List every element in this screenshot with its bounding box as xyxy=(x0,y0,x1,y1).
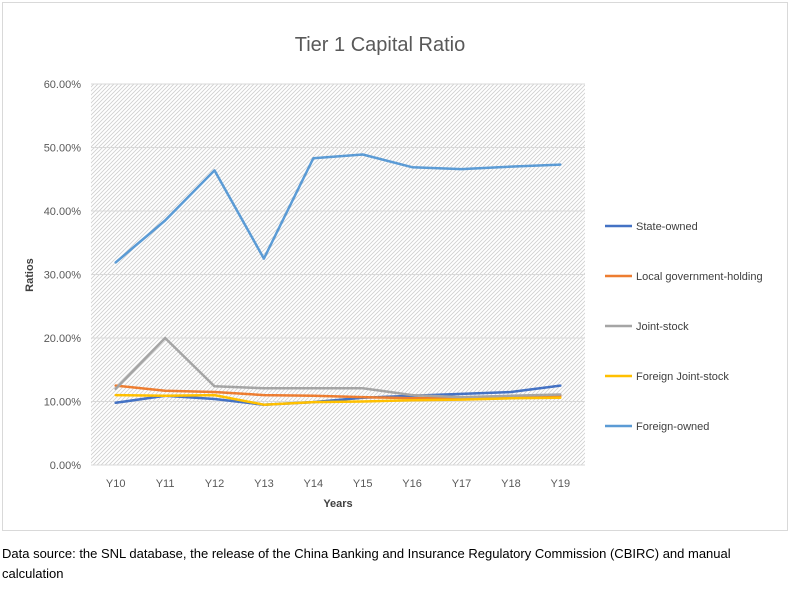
series-lines xyxy=(114,153,562,406)
x-tick-label: Y18 xyxy=(501,478,521,490)
series-line-foreign-joint-stock xyxy=(114,393,562,406)
legend: State-owned Local government-holding Joint… xyxy=(605,221,763,433)
chart-title: Tier 1 Capital Ratio xyxy=(295,34,465,56)
x-tick-label: Y13 xyxy=(254,478,274,490)
legend-label: Foreign-owned xyxy=(636,421,709,433)
tier1-capital-ratio-chart: Tier 1 Capital Ratio 0.00% 10.00% 20.00% 30… xyxy=(24,34,763,510)
y-tick-label: 10.00% xyxy=(44,397,82,409)
x-axis-ticks: Y10 Y11 Y12 Y13 Y14 Y15 Y16 Y17 Y18 Y19 xyxy=(106,478,570,490)
y-tick-label: 20.00% xyxy=(44,333,82,345)
y-tick-label: 60.00% xyxy=(44,79,82,91)
x-tick-label: Y15 xyxy=(353,478,373,490)
x-tick-label: Y17 xyxy=(452,478,472,490)
x-tick-label: Y19 xyxy=(551,478,571,490)
y-tick-label: 0.00% xyxy=(50,460,81,472)
x-tick-label: Y12 xyxy=(205,478,225,490)
y-axis-ticks: 0.00% 10.00% 20.00% 30.00% 40.00% 50.00% 60.00… xyxy=(44,79,82,472)
legend-label: State-owned xyxy=(636,221,698,233)
legend-item: Foreign Joint-stock xyxy=(605,371,729,383)
x-tick-label: Y11 xyxy=(156,478,175,490)
y-axis-label: Ratios xyxy=(24,258,36,292)
y-tick-label: 40.00% xyxy=(44,206,82,218)
series-line-state-owned xyxy=(114,384,562,406)
legend-label: Joint-stock xyxy=(636,321,689,333)
legend-label: Foreign Joint-stock xyxy=(636,371,729,383)
legend-item: Local government-holding xyxy=(605,271,763,283)
x-axis-label: Years xyxy=(323,498,352,510)
series-line-foreign-owned xyxy=(114,153,562,264)
x-tick-label: Y10 xyxy=(106,478,126,490)
x-tick-label: Y16 xyxy=(402,478,422,490)
y-tick-label: 30.00% xyxy=(44,270,82,282)
legend-item: Foreign-owned xyxy=(605,421,709,433)
series-line-joint-stock xyxy=(114,336,562,399)
x-tick-label: Y14 xyxy=(304,478,324,490)
legend-item: State-owned xyxy=(605,221,698,233)
legend-item: Joint-stock xyxy=(605,321,689,333)
y-tick-label: 50.00% xyxy=(44,143,82,155)
data-source-caption: Data source: the SNL database, the relea… xyxy=(2,546,731,581)
legend-label: Local government-holding xyxy=(636,271,763,283)
chart-frame: Tier 1 Capital Ratio 0.00% 10.00% 20.00% 30… xyxy=(2,2,788,531)
